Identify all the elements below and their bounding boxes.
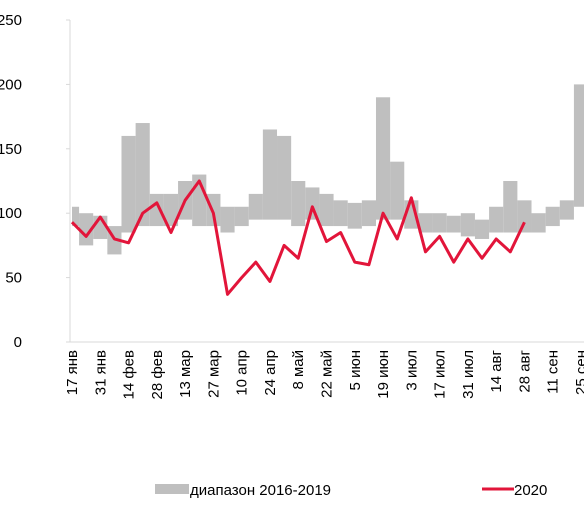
line-series [70, 179, 526, 296]
x-tick-label: 24 апр [262, 350, 279, 396]
range-band [79, 213, 94, 246]
legend-label: 2020 [514, 482, 547, 499]
x-tick-label: 25 сен [573, 350, 584, 395]
y-tick-label: 250 [0, 12, 22, 29]
range-band [149, 193, 164, 227]
range-band [446, 215, 461, 233]
range-band [474, 219, 490, 239]
range-band [531, 213, 546, 233]
range-band [262, 129, 278, 220]
range-band [489, 206, 504, 233]
legend-label: диапазон 2016-2019 [190, 482, 331, 499]
range-band [234, 206, 249, 227]
x-tick-label: 28 авг [516, 349, 533, 392]
range-band [460, 213, 475, 237]
range-band [135, 123, 150, 227]
y-tick-label: 100 [0, 205, 22, 222]
x-tick-label: 31 июл [460, 350, 477, 399]
x-tick-label: 11 сен [545, 350, 562, 394]
x-tick-label: 31 янв [92, 350, 109, 395]
range-band [347, 202, 362, 229]
x-tick-label: 27 мар [205, 350, 222, 398]
x-tick-label: 14 фев [121, 350, 138, 400]
range-band [432, 213, 447, 233]
range-band [305, 187, 320, 220]
range-band [545, 206, 560, 227]
range-band [319, 193, 334, 227]
x-tick-label: 28 фев [149, 350, 166, 400]
x-tick-label: 17 июл [432, 350, 449, 399]
range-band [220, 206, 235, 233]
range-band [163, 193, 179, 227]
y-tick-label: 50 [5, 270, 22, 287]
range-band [248, 193, 263, 220]
x-tick-label: 14 авг [488, 349, 505, 392]
x-tick-label: 5 июн [347, 350, 364, 390]
y-tick-label: 0 [14, 334, 22, 351]
x-tick-label: 17 янв [64, 350, 81, 395]
range-band [121, 135, 136, 233]
range-band [559, 200, 574, 220]
range-band [291, 181, 306, 227]
range-band [277, 135, 292, 220]
range-band [375, 97, 391, 220]
range-band [503, 181, 518, 233]
range-band [418, 213, 433, 233]
x-tick-label: 22 май [319, 350, 336, 398]
legend-swatch [155, 484, 189, 494]
y-tick-label: 200 [0, 76, 22, 93]
x-tick-label: 13 мар [177, 350, 194, 398]
range-band [573, 84, 584, 207]
x-tick-label: 10 апр [234, 350, 251, 396]
range-band [361, 200, 376, 227]
range-band [517, 200, 532, 233]
range-band [390, 161, 405, 220]
x-tick-label: 8 май [290, 350, 307, 390]
y-tick-label: 150 [0, 141, 22, 158]
range-band [333, 200, 348, 227]
x-tick-label: 19 июн [375, 350, 392, 399]
range-band [72, 206, 80, 227]
x-tick-label: 3 июл [403, 350, 420, 391]
